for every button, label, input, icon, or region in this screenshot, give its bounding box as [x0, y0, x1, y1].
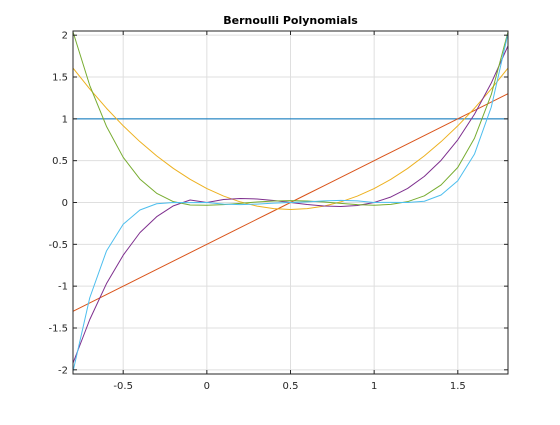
y-tick-label: -1.5 — [48, 323, 68, 334]
ticks — [73, 31, 508, 374]
series-line-2 — [73, 67, 508, 210]
y-tick-label: -2 — [58, 365, 68, 376]
chart-title: Bernoulli Polynomials — [223, 14, 358, 27]
y-tick-label: 1 — [62, 114, 68, 125]
series-line-5 — [73, 33, 508, 372]
series-layer — [73, 31, 508, 372]
y-tick-label: 1.5 — [52, 73, 68, 84]
y-tick-label: -1 — [58, 282, 68, 293]
x-tick-label: 1.5 — [450, 381, 466, 392]
y-tick-label: 0.5 — [52, 156, 68, 167]
x-tick-label: 0 — [204, 381, 210, 392]
x-tick-label: 0.5 — [283, 381, 299, 392]
y-tick-label: 0 — [62, 198, 68, 209]
series-line-4 — [73, 31, 508, 206]
y-tick-label: 2 — [62, 31, 68, 42]
x-tick-labels: -0.5 0 0.5 1 1.5 — [113, 381, 465, 392]
y-tick-labels: -2 -1.5 -1 -0.5 0 0.5 1 1.5 2 — [48, 31, 68, 377]
y-tick-label: -0.5 — [48, 240, 68, 251]
x-tick-label: 1 — [371, 381, 377, 392]
x-tick-label: -0.5 — [113, 381, 133, 392]
